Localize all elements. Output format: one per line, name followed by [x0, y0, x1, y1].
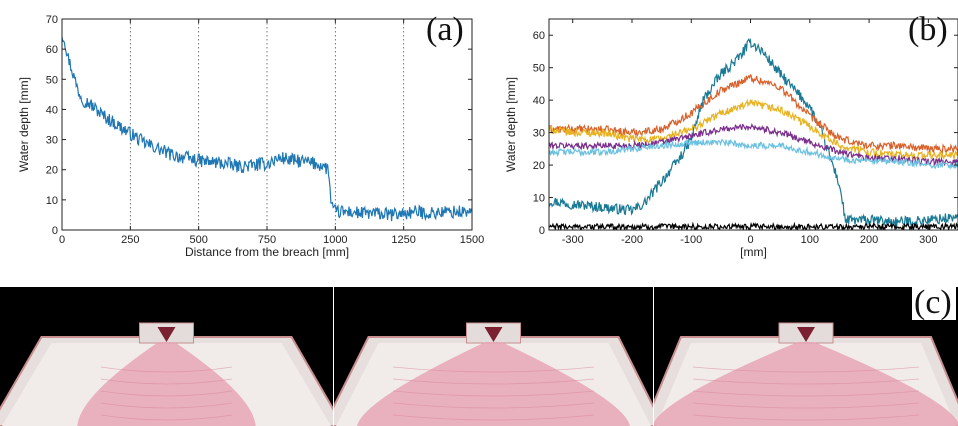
flow-photo: [0, 287, 333, 426]
panel-label-c: (c): [912, 286, 956, 320]
panel-label-a: (a): [426, 11, 464, 48]
data-series-5: [549, 138, 958, 171]
flow-ripple: [392, 378, 595, 385]
flow-ripple: [100, 414, 233, 421]
x-tick-label: 750: [258, 234, 276, 246]
axes-frame: [548, 18, 958, 231]
y-tick-label: 60: [533, 30, 545, 42]
flow-ripple: [392, 402, 595, 409]
y-tick-label: 30: [533, 128, 545, 140]
flow-ripple: [100, 366, 233, 373]
x-tick-label: 100: [801, 234, 819, 246]
photo-panel-1: [0, 287, 333, 426]
y-axis-label: Water depth [mm]: [17, 77, 31, 172]
plot-area: 0 250 500 750 1000 1250 1500 0 10 20 30 40 50 60 70 Dis…: [17, 14, 484, 259]
flow-ripple: [392, 390, 595, 397]
x-tick-label: -100: [680, 234, 702, 246]
y-tick-label: 40: [46, 104, 58, 116]
x-tick-label: 1250: [391, 234, 415, 246]
flow-ripple: [392, 366, 595, 373]
y-tick-label: 20: [533, 160, 545, 172]
x-axis-label: [mm]: [740, 245, 767, 259]
y-tick-label: 10: [46, 195, 58, 207]
data-series-1: [62, 36, 472, 222]
y-tick-label: 50: [46, 74, 58, 86]
photo-panel-2: [334, 287, 653, 426]
y-tick-label: 70: [46, 14, 58, 26]
data-series-2: [549, 74, 958, 155]
x-tick-label: 0: [59, 234, 65, 246]
breach: [797, 327, 815, 342]
flow-photo: [334, 287, 653, 426]
flow-ripple: [100, 390, 233, 397]
flow-ripple: [692, 366, 920, 373]
y-axis-label: Water depth [mm]: [504, 77, 518, 172]
y-tick-label: 30: [46, 135, 58, 147]
y-tick-label: 0: [539, 225, 545, 237]
flow-ripple: [100, 402, 233, 409]
y-tick-label: 0: [52, 225, 58, 237]
breach: [157, 327, 176, 342]
data-series-6: [549, 221, 958, 230]
y-tick-label: 40: [533, 95, 545, 107]
x-tick-label: 0: [747, 234, 753, 246]
series-group: [549, 37, 958, 230]
x-tick-label: -200: [621, 234, 643, 246]
data-series-1: [549, 37, 958, 228]
x-axis-label: Distance from the breach [mm]: [185, 245, 349, 259]
flow-ripple: [692, 414, 920, 421]
flow-ripple: [692, 378, 920, 385]
breach: [484, 327, 503, 342]
flow-photo: [654, 287, 958, 426]
y-tick-label: 50: [533, 63, 545, 75]
y-tick-label: 60: [46, 44, 58, 56]
x-tick-label: -300: [562, 234, 584, 246]
x-tick-label: 200: [860, 234, 878, 246]
x-tick-label: 500: [189, 234, 207, 246]
photo-panel-3: [654, 287, 958, 426]
flow-ripple: [100, 378, 233, 385]
x-tick-label: 300: [919, 234, 937, 246]
y-tick-label: 20: [46, 165, 58, 177]
plot-area: -300 -200 -100 0 100 200 300 0 10 20 30 40 50 60 [mm] W…: [504, 18, 958, 259]
flow-ripple: [692, 402, 920, 409]
x-tick-label: 250: [121, 234, 139, 246]
data-series-3: [549, 98, 958, 161]
chart-b: -300 -200 -100 0 100 200 300 0 10 20 30 40 50 60 [mm] W…: [504, 18, 958, 259]
series-group: [62, 36, 472, 222]
x-tick-label: 1000: [323, 234, 347, 246]
chart-a: 0 250 500 750 1000 1250 1500 0 10 20 30 40 50 60 70 Dis…: [17, 14, 484, 259]
y-tick-label: 10: [533, 193, 545, 205]
flow-ripple: [692, 390, 920, 397]
panel-label-b: (b): [908, 11, 948, 48]
x-tick-label: 1500: [460, 234, 484, 246]
flow-ripple: [392, 414, 595, 421]
